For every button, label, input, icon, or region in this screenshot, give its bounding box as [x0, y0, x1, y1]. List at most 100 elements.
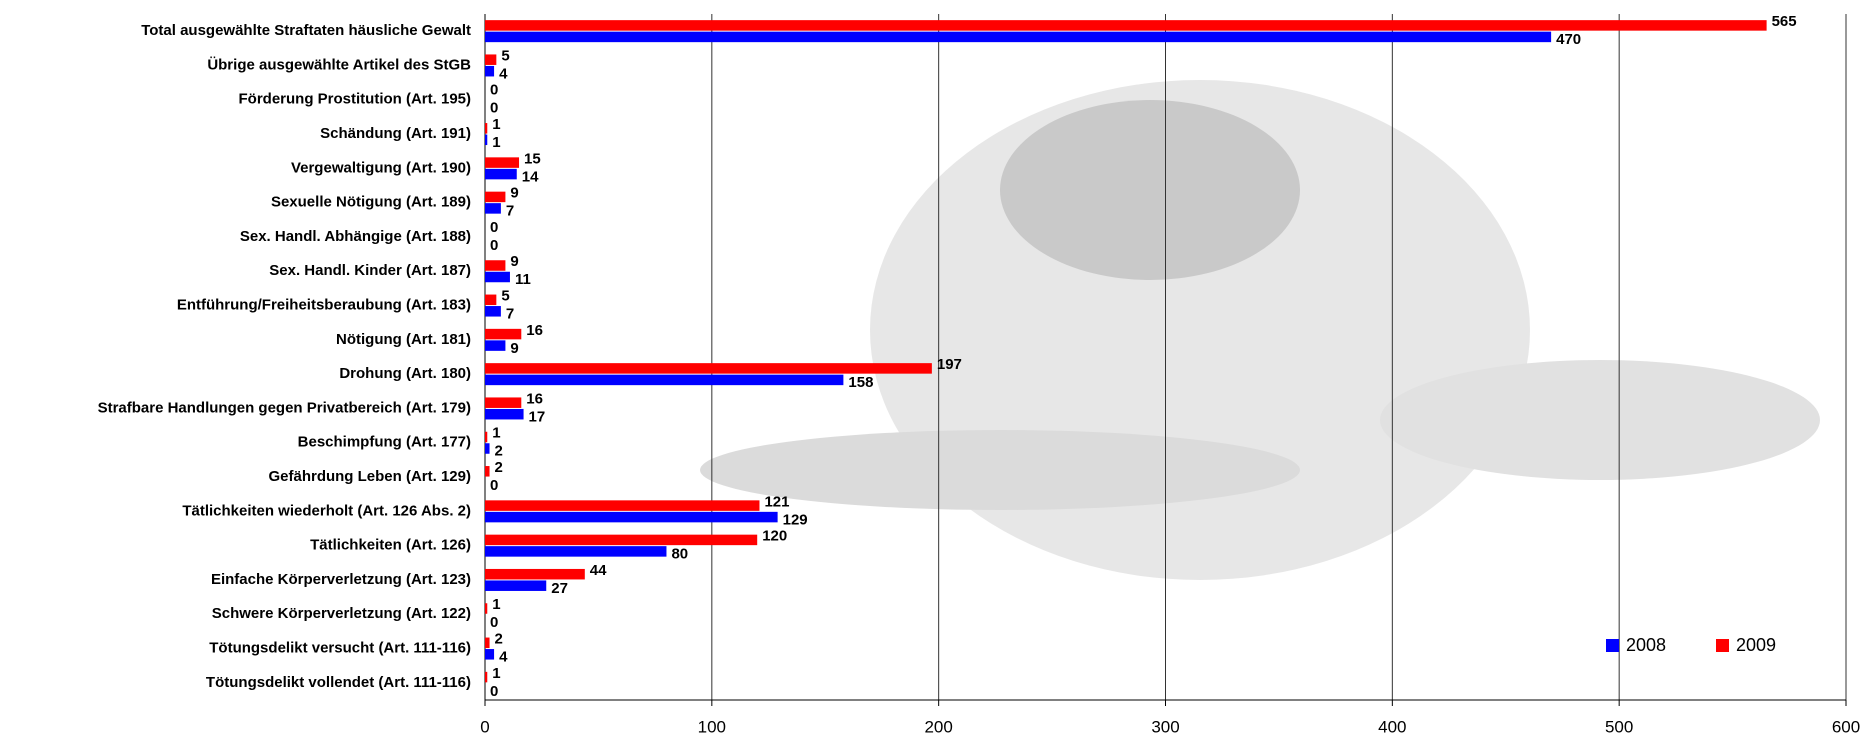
data-label: 1 — [492, 134, 500, 151]
data-label: 2 — [495, 443, 503, 460]
data-label: 470 — [1556, 31, 1581, 48]
legend-label: 2009 — [1736, 635, 1776, 655]
bar — [485, 408, 524, 420]
bar — [485, 466, 490, 477]
data-label: 9 — [510, 253, 518, 270]
y-tick-label: Gefährdung Leben (Art. 129) — [268, 468, 471, 485]
bar — [485, 31, 1552, 43]
data-label: 9 — [510, 185, 518, 202]
bar — [485, 431, 488, 443]
y-tick-label: Förderung Prostitution (Art. 195) — [239, 91, 472, 108]
bar — [485, 20, 1767, 31]
x-tick-label: 100 — [698, 717, 726, 736]
y-tick-label: Tätlichkeiten wiederholt (Art. 126 Abs. … — [182, 502, 471, 519]
bar — [485, 603, 488, 614]
data-label: 158 — [848, 374, 873, 391]
data-label: 16 — [526, 390, 543, 407]
y-tick-label: Tätlichkeiten (Art. 126) — [310, 537, 471, 554]
data-label: 2 — [495, 459, 503, 476]
data-label: 0 — [490, 219, 498, 236]
y-tick-label: Tötungsdelikt versucht (Art. 111-116) — [209, 640, 471, 657]
bar — [485, 203, 501, 214]
x-tick-label: 400 — [1378, 717, 1406, 736]
data-label: 0 — [490, 100, 498, 117]
data-label: 120 — [762, 528, 787, 545]
data-label: 2 — [495, 631, 503, 648]
y-tick-label: Einfache Körperverletzung (Art. 123) — [211, 571, 471, 588]
legend-label: 2008 — [1626, 635, 1666, 655]
data-label: 14 — [522, 168, 539, 185]
y-tick-label: Sex. Handl. Abhängige (Art. 188) — [240, 228, 471, 245]
data-label: 1 — [492, 665, 500, 682]
bar — [485, 134, 488, 146]
data-label: 0 — [490, 82, 498, 99]
legend-swatch — [1606, 639, 1619, 652]
y-tick-label: Schändung (Art. 191) — [320, 125, 471, 142]
y-tick-label: Vergewaltigung (Art. 190) — [291, 159, 471, 176]
data-label: 0 — [490, 237, 498, 254]
data-label: 44 — [590, 562, 607, 579]
data-label: 11 — [515, 271, 531, 288]
bar — [485, 54, 497, 65]
data-label: 7 — [506, 306, 514, 323]
data-label: 1 — [492, 596, 500, 613]
bar — [485, 568, 585, 580]
data-label: 27 — [551, 580, 568, 597]
data-label: 129 — [783, 511, 808, 528]
x-tick-label: 600 — [1832, 717, 1860, 736]
data-label: 80 — [671, 546, 688, 563]
data-label: 0 — [490, 477, 498, 494]
bar — [485, 328, 522, 340]
bar — [485, 294, 497, 306]
data-label: 16 — [526, 322, 543, 339]
data-label: 0 — [490, 614, 498, 631]
background-image — [700, 80, 1820, 580]
bar — [485, 191, 506, 203]
data-label: 17 — [529, 408, 546, 425]
y-tick-label: Entführung/Freiheitsberaubung (Art. 183) — [177, 297, 471, 314]
data-label: 121 — [764, 493, 789, 510]
y-tick-label: Nötigung (Art. 181) — [336, 331, 471, 348]
bar — [485, 546, 667, 557]
bar — [485, 443, 490, 454]
bar — [485, 397, 522, 408]
y-tick-label: Übrige ausgewählte Artikel des StGB — [207, 56, 471, 73]
x-tick-label: 0 — [480, 717, 489, 736]
bar — [485, 260, 506, 271]
x-tick-label: 300 — [1151, 717, 1179, 736]
bar — [485, 363, 932, 374]
bar — [485, 671, 488, 683]
bar — [485, 271, 510, 283]
legend-swatch — [1716, 639, 1729, 652]
data-label: 4 — [499, 649, 508, 666]
data-label: 7 — [506, 203, 514, 220]
data-label: 0 — [490, 683, 498, 700]
y-tick-label: Schwere Körperverletzung (Art. 122) — [212, 605, 471, 622]
data-label: 5 — [501, 47, 509, 64]
data-label: 15 — [524, 150, 541, 167]
bar — [485, 65, 495, 77]
data-label: 565 — [1772, 13, 1797, 30]
bar — [485, 374, 844, 386]
y-tick-label: Sex. Handl. Kinder (Art. 187) — [269, 262, 471, 279]
x-tick-label: 500 — [1605, 717, 1633, 736]
bar — [485, 500, 760, 511]
y-tick-label: Tötungsdelikt vollendet (Art. 111-116) — [206, 674, 471, 691]
y-tick-label: Sexuelle Nötigung (Art. 189) — [271, 194, 471, 211]
bar — [485, 168, 517, 180]
y-tick-label: Beschimpfung (Art. 177) — [298, 434, 471, 451]
bar — [485, 580, 547, 591]
y-tick-label: Drohung (Art. 180) — [339, 365, 471, 382]
bar — [485, 306, 501, 317]
y-tick-label: Total ausgewählte Straftaten häusliche G… — [141, 22, 471, 39]
data-label: 1 — [492, 425, 500, 442]
x-tick-label: 200 — [924, 717, 952, 736]
data-label: 9 — [510, 340, 518, 357]
data-label: 197 — [937, 356, 962, 373]
bar — [485, 157, 520, 168]
bar — [485, 637, 490, 649]
data-label: 1 — [492, 116, 500, 133]
data-label: 4 — [499, 65, 508, 82]
bar — [485, 649, 495, 660]
